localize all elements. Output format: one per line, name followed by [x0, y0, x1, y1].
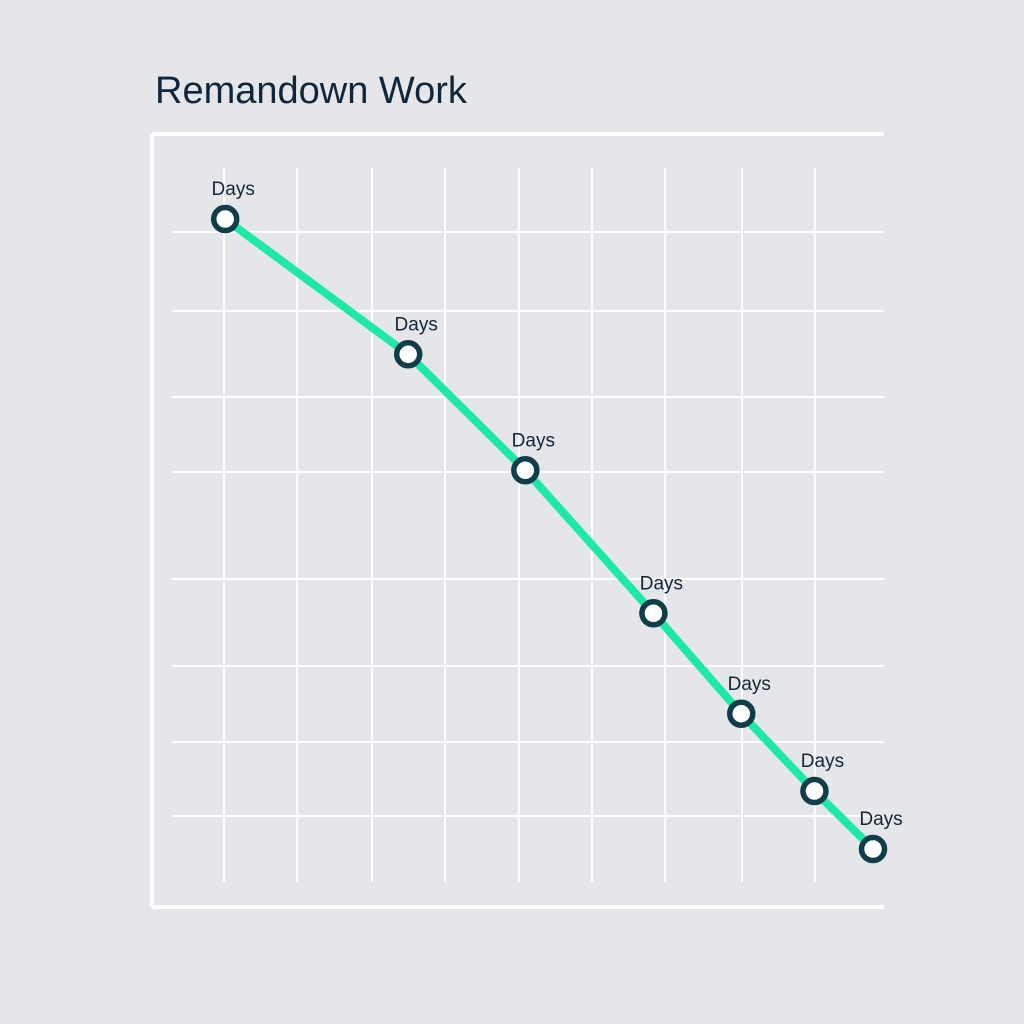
data-point-marker — [639, 599, 668, 628]
data-point-marker — [393, 340, 423, 369]
data-point-label: Days — [395, 314, 438, 335]
grid — [172, 168, 884, 882]
data-point-marker — [800, 776, 829, 806]
data-point-label: Days — [859, 809, 902, 830]
data-point-label: Days — [640, 573, 683, 594]
point-labels: Days Days Days Days Days Days Days — [212, 179, 903, 830]
data-point-marker — [858, 834, 888, 864]
series-layer — [210, 204, 888, 864]
data-point-label: Days — [212, 179, 255, 200]
series-line — [221, 215, 878, 854]
data-point-marker — [511, 456, 540, 485]
data-point-label: Days — [801, 751, 844, 772]
chart-title: Remandown Work — [155, 70, 467, 112]
data-point-marker — [210, 204, 240, 234]
data-point-label: Days — [512, 430, 555, 451]
axes — [150, 132, 884, 909]
data-point-label: Days — [728, 674, 771, 695]
data-point-marker — [727, 699, 756, 728]
